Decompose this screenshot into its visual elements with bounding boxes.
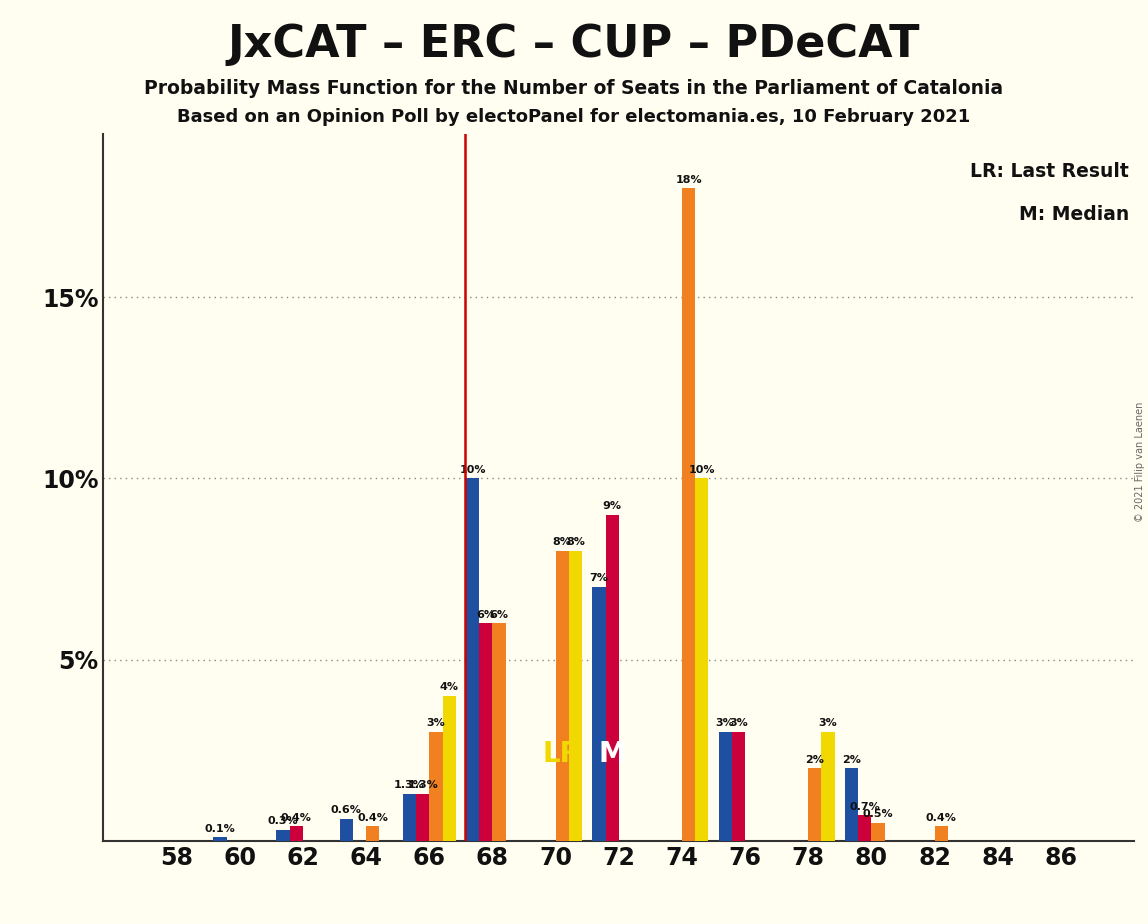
Text: 6%: 6% [489,610,509,620]
Bar [719,732,731,841]
Text: JxCAT – ERC – CUP – PDeCAT: JxCAT – ERC – CUP – PDeCAT [227,23,921,67]
Text: 3%: 3% [729,719,747,728]
Text: 6%: 6% [476,610,495,620]
Bar [822,732,835,841]
Bar [808,769,822,841]
Text: M: M [598,740,626,769]
Bar [277,830,289,841]
Bar [556,551,569,841]
Bar [731,732,745,841]
Bar [340,819,352,841]
Text: 9%: 9% [603,501,621,511]
Text: 1.3%: 1.3% [394,780,425,790]
Bar [466,479,479,841]
Bar [366,826,380,841]
Bar [871,822,885,841]
Bar [934,826,948,841]
Text: 3%: 3% [819,719,838,728]
Text: 3%: 3% [427,719,445,728]
Text: 8%: 8% [566,537,585,547]
Bar [858,816,871,841]
Text: M: Median: M: Median [1018,205,1130,224]
Bar [479,624,492,841]
Bar [569,551,582,841]
Text: 4%: 4% [440,682,459,692]
Text: LR: LR [543,740,582,769]
Text: 10%: 10% [459,465,486,475]
Text: 0.4%: 0.4% [925,813,956,822]
Text: 0.5%: 0.5% [862,809,893,819]
Bar [592,587,605,841]
Bar [605,515,619,841]
Text: 0.7%: 0.7% [850,802,881,812]
Bar [403,794,416,841]
Bar [429,732,443,841]
Text: © 2021 Filip van Laenen: © 2021 Filip van Laenen [1135,402,1145,522]
Text: 0.6%: 0.6% [331,806,362,816]
Text: 8%: 8% [553,537,572,547]
Bar [416,794,429,841]
Text: Probability Mass Function for the Number of Seats in the Parliament of Catalonia: Probability Mass Function for the Number… [145,79,1003,98]
Text: LR: Last Result: LR: Last Result [970,163,1130,181]
Text: 2%: 2% [841,755,861,765]
Text: 7%: 7% [589,574,608,583]
Bar [443,696,456,841]
Bar [696,479,708,841]
Text: 0.4%: 0.4% [357,813,388,822]
Text: Based on an Opinion Poll by electoPanel for electomania.es, 10 February 2021: Based on an Opinion Poll by electoPanel … [178,108,970,126]
Bar [682,188,696,841]
Text: 10%: 10% [689,465,715,475]
Text: 0.3%: 0.3% [267,816,298,826]
Text: 18%: 18% [675,175,701,185]
Bar [845,769,858,841]
Text: 2%: 2% [806,755,824,765]
Bar [492,624,506,841]
Text: 0.1%: 0.1% [204,823,235,833]
Text: 0.4%: 0.4% [281,813,312,822]
Bar [214,837,226,841]
Text: 1.3%: 1.3% [408,780,439,790]
Bar [289,826,303,841]
Text: 3%: 3% [716,719,735,728]
